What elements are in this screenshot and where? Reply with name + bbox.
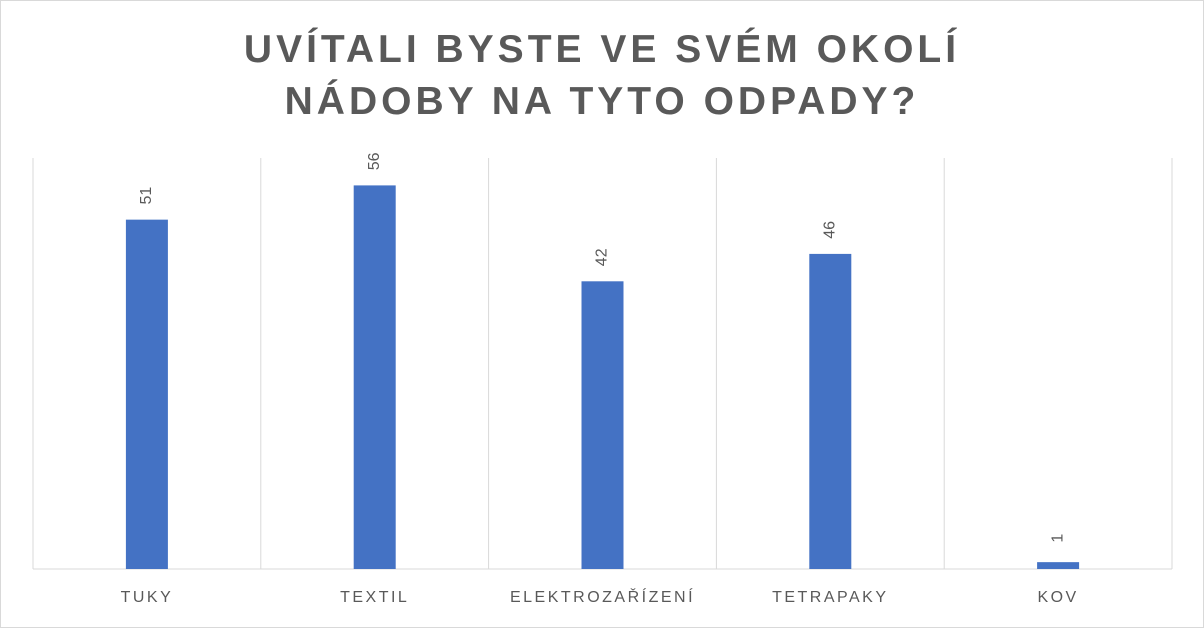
x-tick-label: TUKY	[121, 589, 174, 606]
x-tick-label: ELEKTROZAŘÍZENÍ	[510, 587, 695, 606]
bar	[581, 281, 624, 569]
x-tick-label: KOV	[1037, 589, 1078, 606]
x-tick-label: TEXTIL	[340, 589, 409, 606]
chart-title: UVÍTALI BYSTE VE SVÉM OKOLÍ NÁDOBY NA TY…	[243, 28, 961, 123]
data-label: 56	[366, 152, 383, 170]
data-label: 1	[1049, 534, 1066, 543]
bar	[1037, 562, 1080, 569]
x-tick-label: TETRAPAKY	[772, 589, 888, 606]
bar	[809, 253, 852, 569]
bar	[125, 219, 168, 569]
data-label: 42	[594, 248, 611, 266]
data-label: 46	[822, 221, 839, 239]
data-label: 51	[138, 187, 155, 205]
bar	[353, 185, 396, 569]
